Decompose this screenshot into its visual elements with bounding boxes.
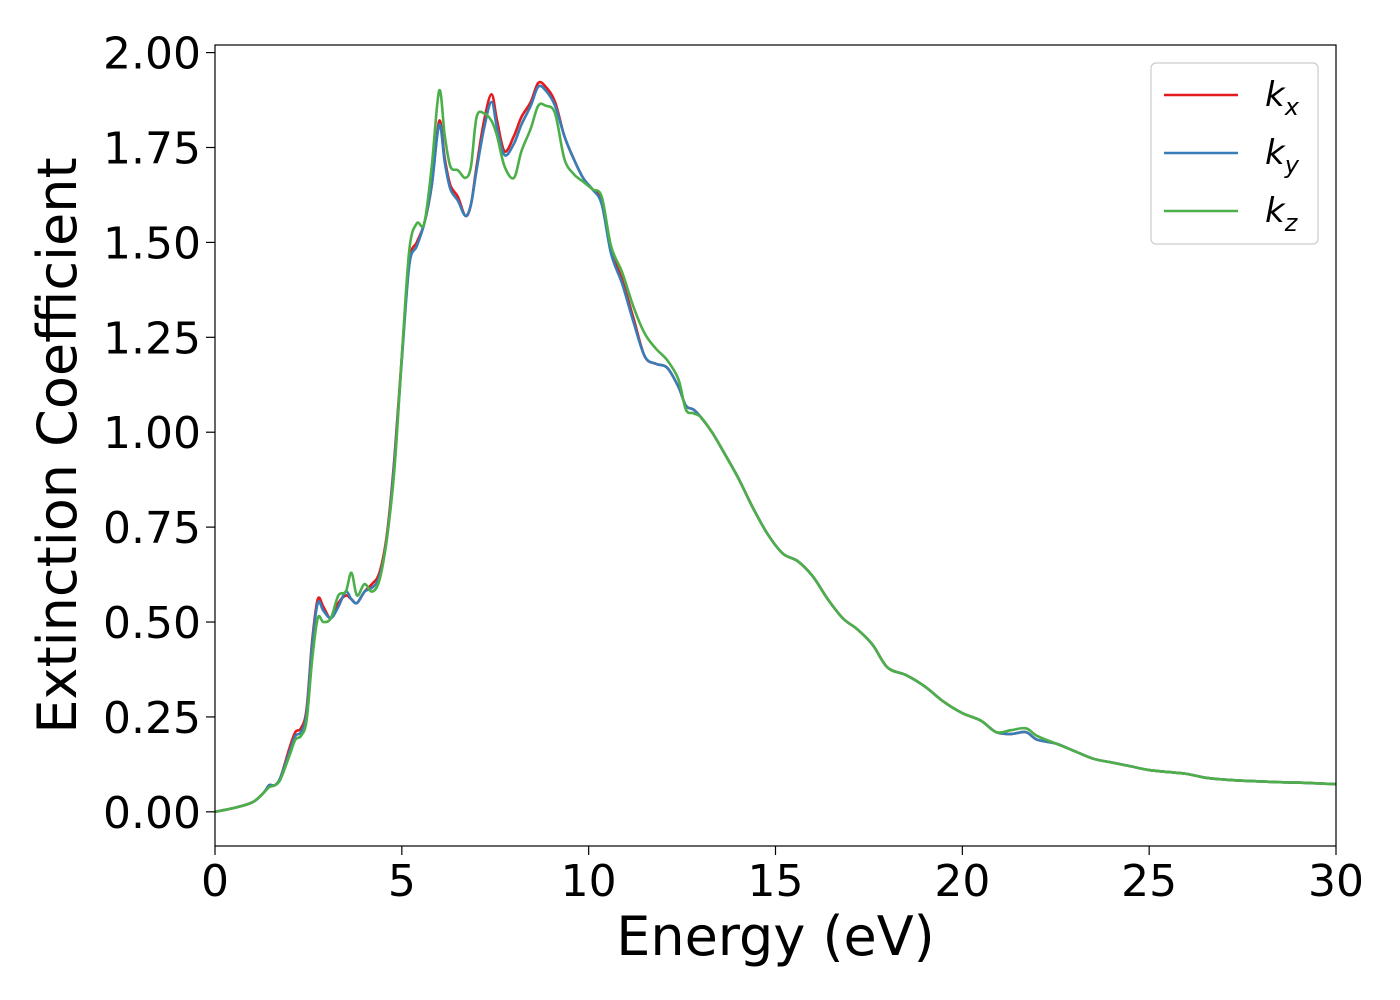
legend-label-main: k bbox=[1265, 191, 1286, 231]
x-tick-label: 25 bbox=[1121, 856, 1177, 907]
y-tick-label: 1.25 bbox=[103, 313, 201, 364]
x-axis-title: Energy (eV) bbox=[616, 905, 935, 968]
x-tick-label: 20 bbox=[934, 856, 990, 907]
y-tick-label: 0.75 bbox=[103, 503, 201, 554]
legend-label-subscript: x bbox=[1284, 93, 1300, 121]
y-tick-label: 1.00 bbox=[103, 408, 201, 459]
x-tick-label: 15 bbox=[748, 856, 804, 907]
y-tick-label: 0.25 bbox=[103, 693, 201, 744]
legend-label-subscript: y bbox=[1284, 151, 1300, 179]
legend-label-kx: kx bbox=[1265, 75, 1300, 121]
x-tick-label: 5 bbox=[388, 856, 416, 907]
legend-label-main: k bbox=[1265, 75, 1286, 115]
y-tick-label: 1.75 bbox=[103, 123, 201, 174]
series-line-kz bbox=[215, 89, 1336, 814]
y-axis-title: Extinction Coefficient bbox=[26, 157, 89, 733]
y-tick-label: 0.50 bbox=[103, 598, 201, 649]
x-tick-label: 30 bbox=[1308, 856, 1364, 907]
y-tick-label: 0.00 bbox=[103, 788, 201, 839]
legend-label-ky: ky bbox=[1265, 133, 1300, 179]
x-tick-label: 10 bbox=[561, 856, 617, 907]
x-axis: 0 5 10 15 20 25 30 bbox=[201, 846, 1364, 907]
legend-label-subscript: z bbox=[1284, 209, 1299, 237]
y-axis: 0.00 0.25 0.50 0.75 1.00 1.25 1.50 1.75 2.00 bbox=[103, 29, 215, 839]
series-layer bbox=[215, 80, 1336, 814]
y-tick-label: 2.00 bbox=[103, 29, 201, 80]
x-tick-label: 0 bbox=[201, 856, 229, 907]
legend-label-kz: kz bbox=[1265, 191, 1299, 237]
legend-label-main: k bbox=[1265, 133, 1286, 173]
y-tick-label: 1.50 bbox=[103, 218, 201, 269]
